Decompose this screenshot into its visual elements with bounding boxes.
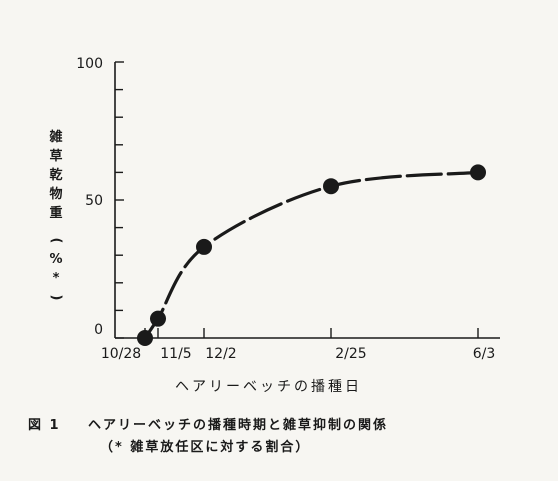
x-tick-label: 10/28 bbox=[101, 346, 141, 362]
y-tick-label: 50 bbox=[85, 193, 103, 209]
chart-points-layer bbox=[137, 164, 486, 346]
data-point bbox=[323, 178, 339, 195]
y-tick-label: 0 bbox=[94, 322, 103, 338]
chart-tick-labels: 0 50 100 10/28 11/5 12/2 2/25 6/3 bbox=[76, 56, 495, 362]
figure-title: ヘアリーベッチの播種時期と雑草抑制の関係 bbox=[88, 418, 389, 433]
y-axis-label-char: 重 bbox=[49, 206, 63, 221]
y-axis-label: 雑 草 乾 物 重 ( % * ) bbox=[46, 128, 66, 307]
figure-note: （* 雑草放任区に対する割合） bbox=[100, 440, 311, 455]
data-point bbox=[137, 330, 153, 346]
y-axis-label-mark: * bbox=[52, 271, 60, 286]
x-tick-label: 2/25 bbox=[335, 346, 366, 362]
data-point bbox=[150, 310, 166, 327]
y-axis-label-paren-close: ) bbox=[48, 294, 64, 301]
y-axis-label-char: 物 bbox=[49, 187, 63, 202]
y-tick-label: 100 bbox=[76, 56, 103, 72]
series-line bbox=[143, 170, 480, 340]
data-point bbox=[470, 164, 486, 181]
figure-number: 図 1 bbox=[28, 418, 61, 433]
y-axis-label-char: 乾 bbox=[49, 168, 63, 183]
x-tick-label: 6/3 bbox=[473, 346, 496, 362]
chart-curve-layer bbox=[143, 170, 480, 340]
data-point bbox=[196, 238, 212, 255]
y-axis-label-paren-open: ( bbox=[48, 237, 64, 244]
chart-axes bbox=[114, 62, 500, 339]
figure-caption: 図 1 ヘアリーベッチの播種時期と雑草抑制の関係 bbox=[28, 414, 388, 433]
y-axis-label-char: 雑 bbox=[49, 130, 63, 145]
x-tick-label: 11/5 bbox=[160, 346, 191, 362]
y-axis-label-char: 草 bbox=[49, 149, 63, 164]
x-axis-label: ヘアリーベッチの播種日 bbox=[175, 379, 362, 395]
x-tick-label: 12/2 bbox=[205, 346, 236, 362]
y-axis-label-unit: % bbox=[49, 252, 63, 267]
